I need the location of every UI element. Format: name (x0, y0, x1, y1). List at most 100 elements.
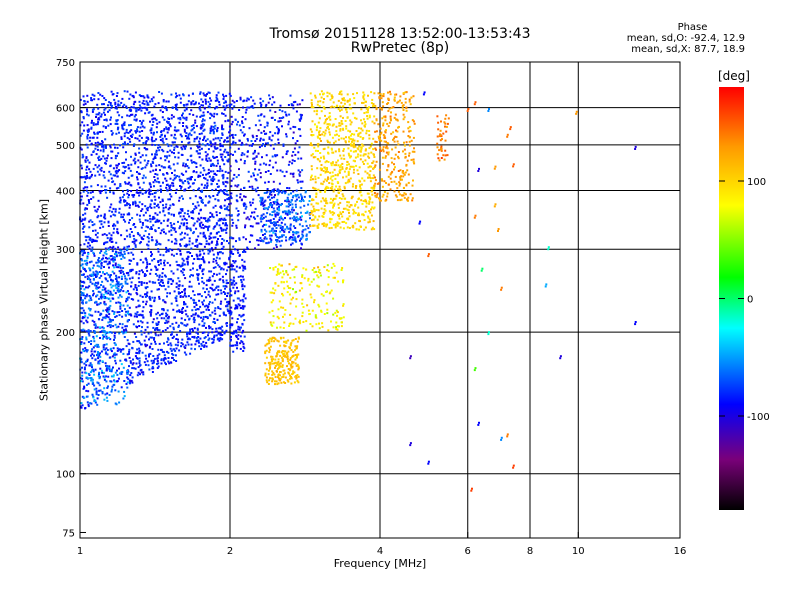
data-point (260, 198, 263, 201)
data-point (270, 206, 273, 209)
data-point (234, 248, 236, 251)
data-point (88, 334, 91, 337)
data-point (252, 152, 255, 155)
data-point (260, 113, 263, 116)
data-point (126, 312, 129, 315)
data-point (132, 340, 135, 343)
data-point (85, 270, 87, 273)
data-point (270, 139, 273, 142)
data-point (138, 218, 141, 221)
data-point (114, 154, 117, 157)
data-point (181, 322, 184, 325)
data-point (196, 255, 199, 258)
data-point (340, 137, 343, 140)
data-point (97, 92, 100, 94)
data-point (138, 281, 141, 284)
data-point (239, 96, 242, 99)
data-point (113, 338, 115, 341)
data-point (238, 326, 241, 329)
data-point (190, 347, 193, 350)
data-point (170, 195, 173, 198)
data-point (301, 298, 304, 301)
data-point (359, 150, 362, 153)
data-point (171, 331, 174, 334)
data-point (156, 189, 159, 192)
data-point (80, 298, 82, 301)
data-point (92, 264, 95, 267)
data-point (117, 348, 120, 351)
data-point (198, 293, 201, 296)
data-point (181, 291, 184, 293)
data-point (280, 203, 283, 205)
data-point (311, 153, 314, 156)
data-point (279, 235, 282, 238)
data-point (187, 135, 190, 138)
data-point (300, 211, 302, 214)
data-point (234, 118, 237, 121)
data-point (317, 176, 320, 179)
data-point (113, 356, 116, 359)
data-point (228, 258, 231, 261)
data-point (299, 319, 301, 322)
data-point (140, 210, 143, 212)
data-point (159, 253, 162, 256)
data-point (291, 236, 294, 239)
data-point (105, 272, 108, 275)
data-point (143, 103, 146, 106)
data-point (214, 188, 217, 191)
data-point (314, 123, 316, 126)
data-point (99, 331, 102, 333)
data-point (359, 220, 361, 223)
data-point (175, 347, 178, 350)
data-point (196, 276, 199, 279)
data-point (186, 335, 189, 338)
data-point (226, 295, 228, 297)
data-point (239, 347, 242, 350)
data-point (350, 138, 353, 141)
data-point (229, 344, 232, 347)
data-point (86, 257, 89, 260)
data-point (114, 107, 117, 110)
data-point (114, 214, 117, 217)
data-point (183, 236, 186, 239)
data-point (98, 271, 101, 273)
data-point (82, 95, 85, 98)
data-point (318, 305, 321, 308)
data-point (213, 317, 216, 320)
data-point (168, 248, 171, 251)
data-point (131, 240, 134, 243)
data-point (165, 363, 167, 366)
data-point (159, 157, 162, 160)
data-point (190, 297, 193, 300)
data-point (213, 127, 216, 130)
data-point (228, 105, 231, 108)
data-point (225, 151, 228, 154)
data-point (241, 314, 244, 317)
data-point (326, 178, 329, 181)
data-point (292, 104, 295, 107)
data-point (161, 111, 164, 113)
data-point (123, 132, 126, 135)
data-point (95, 300, 98, 303)
data-point (125, 131, 128, 134)
data-point (79, 270, 82, 273)
data-point (274, 383, 276, 386)
data-point (155, 151, 158, 154)
data-point (179, 330, 182, 332)
data-point (230, 281, 233, 284)
data-point (322, 170, 325, 172)
data-point (214, 236, 217, 239)
data-point (81, 317, 84, 320)
data-point (318, 285, 321, 288)
data-point (299, 171, 302, 174)
data-point (161, 140, 164, 143)
data-point (99, 355, 102, 358)
data-point (201, 198, 204, 201)
data-point (179, 244, 182, 247)
data-point (271, 189, 274, 192)
data-point (179, 211, 182, 214)
data-point (230, 214, 233, 217)
data-point (121, 116, 124, 119)
data-point (92, 370, 95, 373)
data-point (123, 141, 126, 144)
